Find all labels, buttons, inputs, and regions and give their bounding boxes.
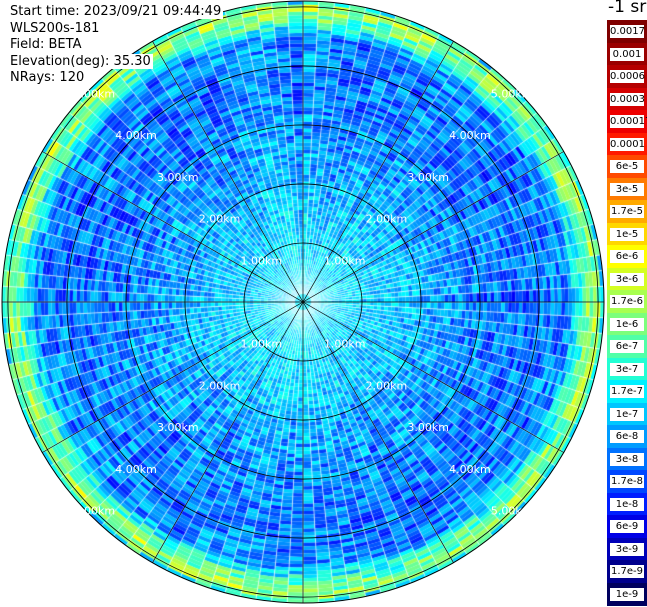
colorbar-tick-label: 3e-6 (610, 272, 644, 286)
field-text: Field: BETA (10, 37, 84, 53)
azimuth-line (302, 301, 564, 453)
colorbar-tick-label: 1.7e-6 (610, 295, 644, 308)
colorbar-tick-label: 0.0006 (610, 70, 645, 83)
start-time-text: Start time: 2023/09/21 09:44:49 (10, 4, 224, 19)
range-ring-label: 2.00km (366, 379, 408, 392)
colorbar-tick-label: 6e-8 (610, 430, 644, 443)
elevation-text: Elevation(deg): 35.30 (10, 53, 153, 69)
colorbar-tick-label: 3e-8 (610, 452, 644, 466)
colorbar-tick-label: 1.7e-9 (610, 565, 644, 578)
colorbar-tick-label: 6e-7 (610, 340, 644, 353)
colorbar-tick-label: 6e-6 (610, 250, 644, 263)
colorbar-tick-label: 3e-9 (610, 542, 644, 556)
range-ring-label: 4.00km (115, 129, 157, 142)
range-ring-label: 1.00km (240, 338, 282, 351)
range-ring-label: 5.00km (74, 505, 116, 518)
range-ring-label: 1.00km (324, 254, 366, 267)
range-ring-label: 5.00km (491, 505, 533, 518)
colorbar-tick-label: 1e-9 (610, 587, 644, 601)
azimuth-line (152, 301, 304, 563)
colorbar-tick-label: 1e-8 (610, 497, 644, 511)
colorbar: 0.0017 0.001 0.0006 0.0003 0.00017 0.0001 6e-5… (607, 20, 647, 606)
scan-info: Start time: 2023/09/21 09:44:49 WLS200s-… (10, 4, 224, 87)
azimuth-line (42, 301, 304, 453)
range-ring-label: 3.00km (157, 421, 199, 434)
colorbar-tick-label: 0.0003 (610, 92, 645, 106)
colorbar-tick-label: 1e-5 (610, 227, 644, 241)
range-ring-label: 5.00km (491, 87, 533, 100)
colorbar-tick-label: 1e-6 (610, 317, 644, 331)
colorbar-tick-label: 6e-9 (610, 520, 644, 533)
azimuth-line (152, 41, 304, 303)
colorbar-tick-label: 1.7e-5 (610, 205, 644, 218)
range-ring-label: 4.00km (115, 463, 157, 476)
range-ring-label: 2.00km (199, 379, 241, 392)
instrument-text: WLS200s-181 (10, 20, 102, 36)
range-ring-label: 3.00km (407, 421, 449, 434)
nrays-text: NRays: 120 (10, 70, 87, 86)
colorbar-tick-label: 0.0017 (610, 25, 645, 38)
range-ring-label: 3.00km (157, 171, 199, 184)
colorbar-tick-label: 3e-7 (610, 362, 644, 376)
range-ring-label: 4.00km (449, 129, 491, 142)
azimuth-line (302, 41, 454, 303)
azimuth-line (302, 301, 454, 563)
range-ring-label: 2.00km (366, 213, 408, 226)
colorbar-tick-label: 3e-5 (610, 182, 644, 196)
colorbar-tick-label: 1e-7 (610, 407, 644, 421)
range-ring-label: 1.00km (324, 338, 366, 351)
colorbar-tick-label: 6e-5 (610, 160, 644, 173)
colorbar-tick-label: 1.7e-7 (610, 385, 644, 398)
range-ring-label: 1.00km (240, 254, 282, 267)
range-ring-label: 2.00km (199, 213, 241, 226)
colorbar-tick-label: 0.00017 (610, 115, 647, 128)
colorbar-tick-label: 0.001 (610, 47, 644, 61)
range-ring-label: 3.00km (407, 171, 449, 184)
range-ring-label: 4.00km (449, 463, 491, 476)
colorbar-unit-label: -1 sr (608, 0, 647, 17)
range-ring-label: 5.00km (74, 87, 116, 100)
colorbar-tick-label: 1.7e-8 (610, 475, 644, 488)
azimuth-line (42, 151, 304, 303)
azimuth-line (302, 151, 564, 303)
range-ring-overlay: 1.00km 1.00km 1.00km 1.00km 2.00km 2.00km 2.00… (1, 0, 605, 604)
colorbar-tick-label: 0.0001 (610, 137, 645, 151)
